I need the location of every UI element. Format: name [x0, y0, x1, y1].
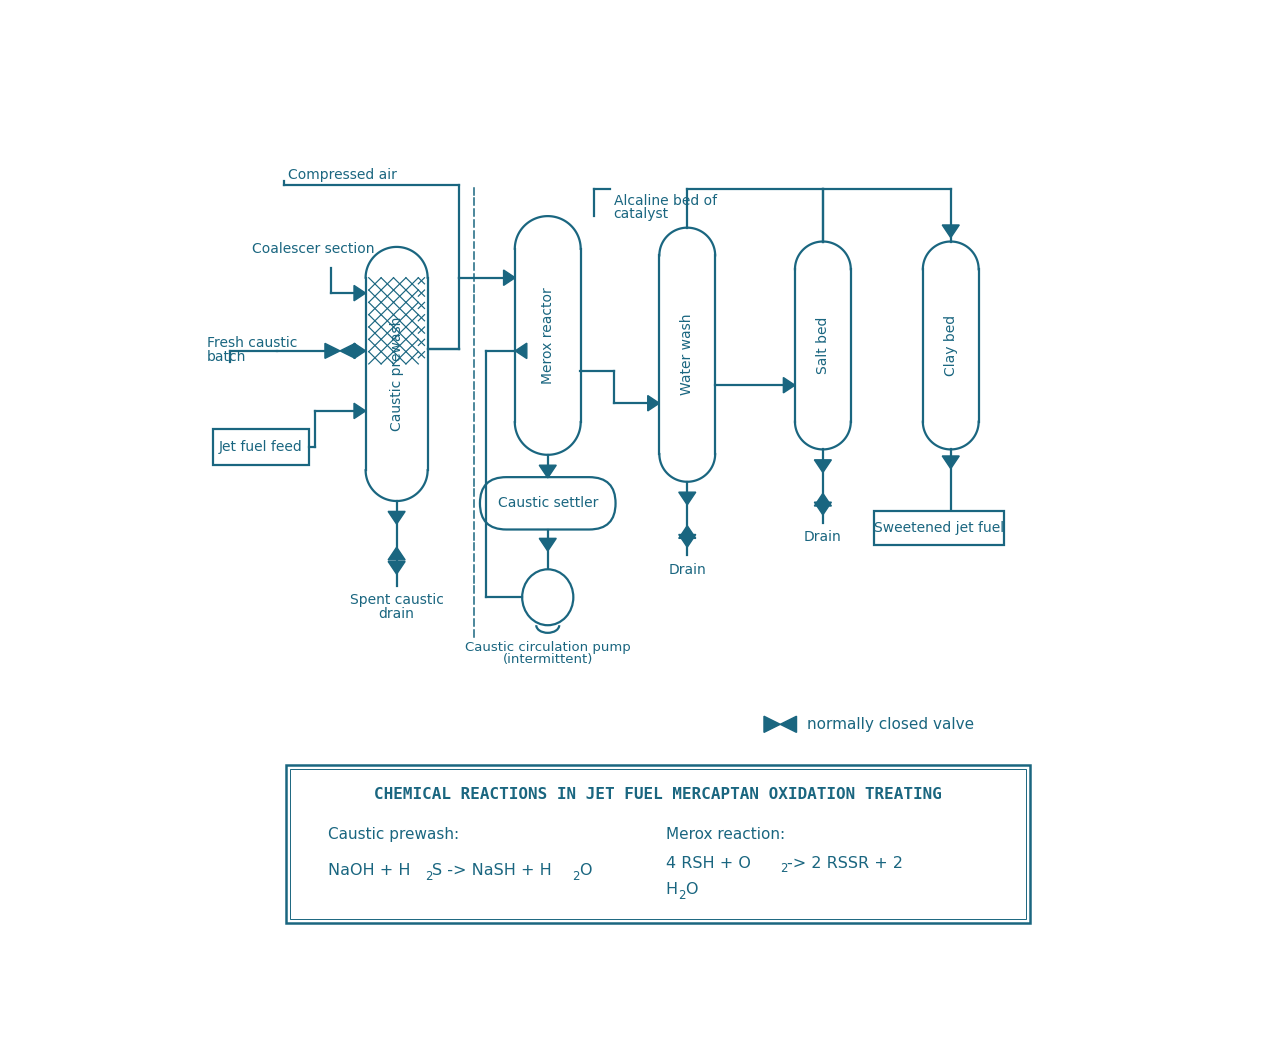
Polygon shape — [515, 343, 527, 358]
Text: Drain: Drain — [804, 530, 842, 544]
Polygon shape — [340, 343, 355, 358]
Polygon shape — [814, 493, 832, 506]
Text: 2: 2 — [426, 870, 433, 883]
Text: Sweetened jet fuel: Sweetened jet fuel — [874, 521, 1004, 535]
Polygon shape — [764, 716, 781, 732]
Polygon shape — [678, 535, 696, 547]
Text: Caustic prewash: Caustic prewash — [390, 317, 404, 432]
Text: NaOH + H: NaOH + H — [328, 863, 412, 878]
Text: 4 RSH + O: 4 RSH + O — [665, 856, 750, 871]
Text: O: O — [685, 882, 697, 897]
Polygon shape — [324, 343, 340, 358]
Text: 2: 2 — [781, 862, 787, 875]
Text: Merox reactor: Merox reactor — [541, 287, 555, 384]
Text: Coalescer section: Coalescer section — [251, 242, 374, 256]
Text: 2: 2 — [573, 870, 579, 883]
Polygon shape — [814, 502, 832, 514]
Text: Salt bed: Salt bed — [815, 317, 829, 374]
Text: Clay bed: Clay bed — [944, 315, 958, 376]
Text: O: O — [579, 863, 592, 878]
Text: (intermittent): (intermittent) — [503, 654, 594, 667]
Bar — [874, 511, 1004, 545]
Text: drain: drain — [378, 607, 414, 621]
Polygon shape — [354, 285, 365, 301]
Polygon shape — [814, 460, 832, 473]
Polygon shape — [388, 511, 405, 524]
Polygon shape — [388, 561, 405, 574]
Text: 2: 2 — [678, 889, 686, 902]
Polygon shape — [678, 525, 696, 538]
Text: CHEMICAL REACTIONS IN JET FUEL MERCAPTAN OXIDATION TREATING: CHEMICAL REACTIONS IN JET FUEL MERCAPTAN… — [374, 787, 942, 802]
Text: Spent caustic: Spent caustic — [350, 593, 444, 607]
Text: Caustic circulation pump: Caustic circulation pump — [465, 641, 631, 654]
Polygon shape — [942, 456, 959, 469]
Polygon shape — [942, 225, 959, 238]
Text: S -> NaSH + H: S -> NaSH + H — [432, 863, 553, 878]
Text: Caustic settler: Caustic settler — [497, 496, 597, 510]
Polygon shape — [540, 466, 556, 478]
Text: Jet fuel feed: Jet fuel feed — [219, 440, 303, 454]
Polygon shape — [678, 492, 696, 505]
Text: batch: batch — [206, 350, 246, 364]
Text: -> 2 RSSR + 2: -> 2 RSSR + 2 — [787, 856, 904, 871]
Polygon shape — [647, 395, 659, 411]
Text: Caustic prewash:: Caustic prewash: — [328, 827, 459, 842]
Polygon shape — [354, 403, 365, 419]
Text: H: H — [665, 882, 678, 897]
Text: normally closed valve: normally closed valve — [808, 716, 974, 731]
Polygon shape — [504, 270, 515, 285]
Text: Fresh caustic: Fresh caustic — [206, 336, 297, 350]
Polygon shape — [783, 377, 795, 393]
Polygon shape — [388, 547, 405, 560]
Text: Drain: Drain — [668, 562, 706, 576]
Bar — [213, 429, 309, 465]
Text: Merox reaction:: Merox reaction: — [665, 827, 785, 842]
Polygon shape — [540, 538, 556, 551]
Text: Compressed air: Compressed air — [288, 168, 397, 182]
Polygon shape — [781, 716, 796, 732]
Bar — [286, 765, 1029, 923]
Text: Alcaline bed of: Alcaline bed of — [614, 193, 717, 207]
Bar — [290, 769, 1026, 919]
Text: Water wash: Water wash — [681, 314, 695, 395]
Polygon shape — [354, 343, 365, 358]
Text: catalyst: catalyst — [614, 207, 669, 221]
